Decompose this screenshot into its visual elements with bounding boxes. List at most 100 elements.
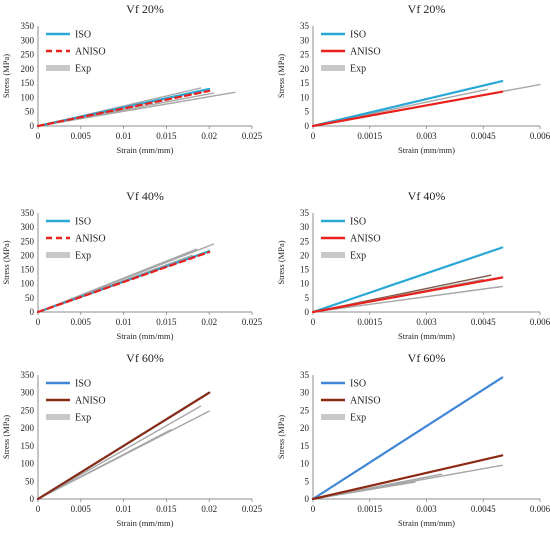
x-axis-label: Strain (mm/mm)	[398, 518, 455, 528]
y-tick-label: 30	[300, 222, 310, 232]
y-tick-label: 50	[25, 476, 35, 486]
y-tick-label: 200	[21, 423, 35, 433]
x-tick-label: 0.015	[156, 317, 177, 327]
x-tick-label: 0	[36, 504, 41, 514]
y-tick-label: 350	[21, 208, 35, 218]
legend-label: ANISO	[75, 396, 106, 407]
y-tick-label: 300	[21, 222, 35, 232]
y-tick-label: 35	[300, 208, 310, 218]
y-tick-label: 350	[21, 21, 35, 31]
legend-label: Exp	[75, 251, 91, 262]
legend-label: ANISO	[75, 47, 106, 58]
y-tick-label: 200	[21, 64, 35, 74]
legend-label: Exp	[350, 251, 366, 262]
x-tick-label: 0.015	[156, 504, 177, 514]
y-tick-label: 5	[305, 107, 310, 117]
x-tick-label: 0.0015	[357, 504, 382, 514]
x-tick-label: 0.0045	[471, 131, 496, 141]
legend-label: ISO	[75, 379, 91, 390]
y-tick-label: 25	[300, 50, 310, 60]
y-tick-label: 30	[300, 35, 310, 45]
y-tick-label: 30	[300, 388, 310, 398]
x-tick-label: 0.025	[242, 317, 263, 327]
chart-panel-6: Vf 60% 0 5 10 15 20 25 30 35 0 0.0015 0.003 0.0045 0.…	[276, 351, 550, 528]
series-line-aniso	[311, 454, 504, 501]
x-tick-label: 0	[311, 504, 316, 514]
x-tick-label: 0.01	[116, 317, 132, 327]
x-tick-label: 0.005	[71, 131, 92, 141]
x-tick-label: 0.025	[242, 504, 263, 514]
series-line-iso	[311, 246, 504, 314]
x-tick-label: 0	[36, 317, 41, 327]
series-line-aniso	[311, 276, 504, 314]
legend-label: ANISO	[75, 234, 106, 245]
x-tick-label: 0	[311, 317, 316, 327]
y-axis-label: Stress (MPa)	[276, 54, 286, 98]
y-tick-label: 15	[300, 265, 310, 275]
chart-panel-5: Vf 60% 0 50 100 150 200 250 300 350 0 0.005 0.01 0.0…	[1, 351, 263, 528]
legend-label: ISO	[350, 30, 366, 41]
y-tick-label: 150	[21, 265, 35, 275]
series-line-exp	[37, 405, 202, 500]
x-axis-label: Strain (mm/mm)	[117, 145, 174, 155]
x-tick-label: 0.0045	[471, 317, 496, 327]
series-line-exp	[37, 429, 172, 500]
y-tick-label: 20	[300, 64, 310, 74]
series-line-exp	[312, 464, 503, 500]
y-tick-label: 250	[21, 405, 35, 415]
x-tick-label: 0.005	[71, 317, 92, 327]
legend-label: Exp	[350, 64, 366, 75]
chart-title: Vf 40%	[408, 189, 446, 203]
x-axis-label: Strain (mm/mm)	[398, 331, 455, 341]
y-axis-label: Stress (MPa)	[276, 240, 286, 284]
y-tick-label: 20	[300, 423, 310, 433]
legend-label: Exp	[350, 413, 366, 424]
chart-title: Vf 20%	[126, 2, 164, 16]
chart-title: Vf 60%	[126, 351, 164, 365]
y-tick-label: 0	[305, 494, 310, 504]
chart-panel-3: Vf 40% 0 50 100 150 200 250 300 350 0 0.005 0.01 0.0…	[1, 189, 263, 341]
series-line-aniso	[36, 250, 211, 314]
y-tick-label: 0	[30, 307, 35, 317]
y-tick-label: 250	[21, 236, 35, 246]
legend-label: ISO	[350, 379, 366, 390]
series-line-aniso	[36, 89, 211, 128]
y-tick-label: 10	[300, 279, 310, 289]
series-line-exp	[312, 285, 503, 313]
legend-label: ANISO	[350, 47, 381, 58]
series-line-aniso	[311, 90, 504, 128]
x-tick-label: 0.006	[530, 504, 550, 514]
y-tick-label: 5	[305, 293, 310, 303]
x-tick-label: 0.02	[201, 317, 217, 327]
legend-label: ISO	[75, 30, 91, 41]
chart-panel-1: Vf 20% 0 50 100 150 200 250 300 350 0 0.005 0.01 0.0…	[1, 2, 263, 155]
y-axis-label: Stress (MPa)	[1, 54, 11, 98]
x-axis-label: Strain (mm/mm)	[117, 518, 174, 528]
chart-title: Vf 20%	[408, 2, 446, 16]
chart-title: Vf 60%	[408, 351, 446, 365]
x-axis-label: Strain (mm/mm)	[398, 145, 455, 155]
x-tick-label: 0.003	[416, 504, 437, 514]
x-axis-label: Strain (mm/mm)	[117, 331, 174, 341]
x-tick-label: 0.0045	[471, 504, 496, 514]
legend-label: ISO	[350, 217, 366, 228]
y-tick-label: 35	[300, 370, 310, 380]
y-tick-label: 5	[305, 476, 310, 486]
legend-label: Exp	[75, 413, 91, 424]
chart-title: Vf 40%	[126, 189, 164, 203]
y-tick-label: 15	[300, 78, 310, 88]
y-tick-label: 50	[25, 107, 35, 117]
x-tick-label: 0.025	[242, 131, 263, 141]
x-tick-label: 0.0015	[357, 317, 382, 327]
y-tick-label: 10	[300, 459, 310, 469]
y-tick-label: 200	[21, 250, 35, 260]
legend-label: ANISO	[350, 234, 381, 245]
y-tick-label: 100	[21, 279, 35, 289]
y-tick-label: 25	[300, 405, 310, 415]
y-tick-label: 15	[300, 441, 310, 451]
x-tick-label: 0.015	[156, 131, 177, 141]
y-tick-label: 100	[21, 459, 35, 469]
x-tick-label: 0.006	[530, 131, 550, 141]
x-tick-label: 0.01	[116, 504, 132, 514]
x-tick-label: 0.006	[530, 317, 550, 327]
